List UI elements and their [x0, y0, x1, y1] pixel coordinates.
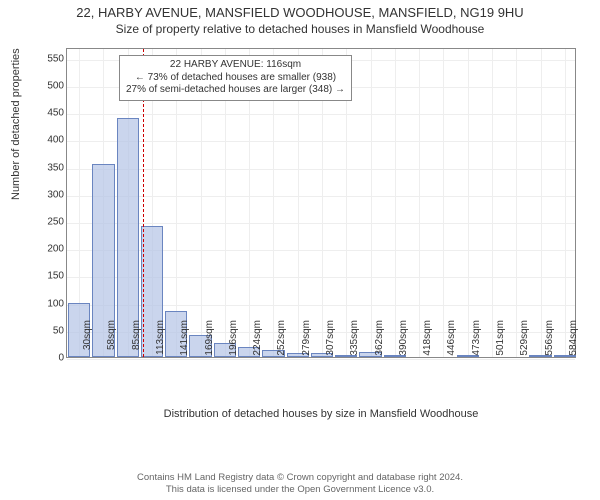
- x-tick-label: 529sqm: [519, 320, 530, 362]
- x-tick-label: 418sqm: [422, 320, 433, 362]
- x-tick-label: 446sqm: [446, 320, 457, 362]
- annotation-box: 22 HARBY AVENUE: 116sqm ← 73% of detache…: [119, 55, 352, 101]
- x-tick-label: 390sqm: [398, 320, 409, 362]
- annotation-line: 27% of semi-detached houses are larger (…: [126, 84, 345, 97]
- gridline-v: [468, 49, 469, 357]
- x-tick-label: 501sqm: [495, 320, 506, 362]
- x-tick-label: 85sqm: [131, 320, 142, 362]
- y-tick-label: 100: [24, 298, 64, 309]
- y-tick-label: 0: [24, 353, 64, 364]
- x-tick-label: 141sqm: [179, 320, 190, 362]
- x-tick-label: 362sqm: [374, 320, 385, 362]
- y-axis-label: Number of detached properties: [10, 48, 22, 200]
- footer-line: This data is licensed under the Open Gov…: [0, 484, 600, 496]
- footer-text: Contains HM Land Registry data © Crown c…: [0, 472, 600, 496]
- gridline-v: [492, 49, 493, 357]
- annotation-line: 22 HARBY AVENUE: 116sqm: [126, 59, 345, 72]
- gridline-v: [419, 49, 420, 357]
- y-tick-label: 450: [24, 108, 64, 119]
- x-tick-label: 252sqm: [276, 320, 287, 362]
- y-tick-label: 50: [24, 325, 64, 336]
- gridline-v: [565, 49, 566, 357]
- y-tick-label: 300: [24, 189, 64, 200]
- x-tick-label: 224sqm: [252, 320, 263, 362]
- x-tick-label: 584sqm: [568, 320, 579, 362]
- annotation-line: ← 73% of detached houses are smaller (93…: [126, 72, 345, 85]
- y-tick-label: 200: [24, 244, 64, 255]
- y-tick-label: 150: [24, 271, 64, 282]
- gridline-v: [541, 49, 542, 357]
- x-tick-label: 307sqm: [325, 320, 336, 362]
- x-tick-label: 113sqm: [155, 320, 166, 362]
- footer-line: Contains HM Land Registry data © Crown c…: [0, 472, 600, 484]
- y-tick-label: 500: [24, 81, 64, 92]
- x-tick-label: 30sqm: [82, 320, 93, 362]
- x-tick-label: 279sqm: [301, 320, 312, 362]
- x-axis-label: Distribution of detached houses by size …: [66, 408, 576, 420]
- y-tick-label: 250: [24, 217, 64, 228]
- chart-area: Number of detached properties 22 HARBY A…: [18, 40, 588, 420]
- x-tick-label: 556sqm: [544, 320, 555, 362]
- chart-title: 22, HARBY AVENUE, MANSFIELD WOODHOUSE, M…: [8, 5, 592, 20]
- chart-container: 22, HARBY AVENUE, MANSFIELD WOODHOUSE, M…: [0, 0, 600, 500]
- x-tick-label: 196sqm: [228, 320, 239, 362]
- y-tick-label: 350: [24, 162, 64, 173]
- gridline-v: [443, 49, 444, 357]
- chart-subtitle: Size of property relative to detached ho…: [8, 22, 592, 36]
- y-tick-label: 400: [24, 135, 64, 146]
- plot-area: 22 HARBY AVENUE: 116sqm ← 73% of detache…: [66, 48, 576, 358]
- x-tick-label: 58sqm: [106, 320, 117, 362]
- x-tick-label: 335sqm: [349, 320, 360, 362]
- y-tick-label: 550: [24, 53, 64, 64]
- gridline-v: [516, 49, 517, 357]
- gridline-v: [395, 49, 396, 357]
- x-tick-label: 473sqm: [471, 320, 482, 362]
- gridline-v: [371, 49, 372, 357]
- x-tick-label: 169sqm: [204, 320, 215, 362]
